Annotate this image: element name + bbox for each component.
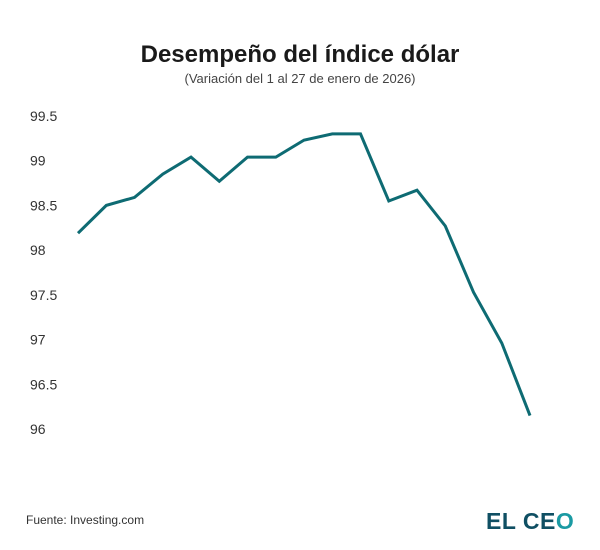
chart-title: Desempeño del índice dólar bbox=[140, 41, 460, 68]
y-tick-label: 97.5 bbox=[30, 287, 57, 303]
y-tick-label: 96.5 bbox=[30, 376, 57, 392]
chart-subtitle: (Variación del 1 al 27 de enero de 2026) bbox=[184, 71, 416, 86]
y-tick-label: 98.5 bbox=[30, 197, 57, 213]
el-ceo-logo: EL CEO bbox=[486, 508, 574, 535]
logo-accent: O bbox=[555, 508, 575, 534]
y-tick-label: 98 bbox=[30, 242, 46, 258]
logo-text: EL CE bbox=[486, 508, 556, 534]
y-tick-label: 99 bbox=[30, 153, 46, 169]
y-tick-label: 97 bbox=[30, 332, 46, 348]
source-note: Fuente: Investing.com bbox=[26, 513, 145, 527]
series-group bbox=[76, 132, 532, 417]
y-tick-label: 99.5 bbox=[30, 108, 57, 124]
y-tick-label: 96 bbox=[30, 421, 46, 437]
series-line bbox=[76, 132, 532, 417]
y-axis: 99.5 99 98.5 98 97.5 97 96.5 96 bbox=[30, 108, 57, 437]
